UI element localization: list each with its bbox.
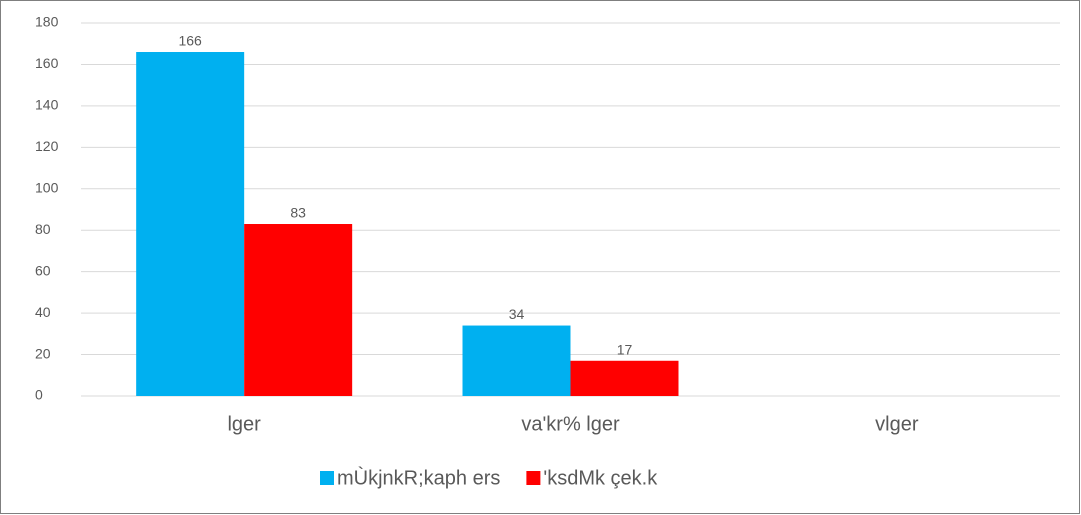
y-tick-label: 180 bbox=[35, 14, 59, 30]
y-tick-label: 140 bbox=[35, 97, 59, 113]
bar bbox=[462, 325, 571, 396]
data-label: 166 bbox=[178, 33, 202, 49]
legend-swatch bbox=[526, 471, 541, 485]
bar bbox=[244, 224, 353, 396]
x-tick-label: vlger bbox=[875, 413, 919, 435]
y-tick-label: 160 bbox=[35, 55, 59, 71]
y-tick-label: 0 bbox=[35, 387, 43, 403]
y-tick-label: 120 bbox=[35, 138, 59, 154]
y-tick-label: 100 bbox=[35, 179, 59, 195]
y-tick-label: 20 bbox=[35, 345, 51, 361]
data-label: 34 bbox=[509, 306, 525, 322]
x-tick-label: va'kr% lger bbox=[521, 413, 620, 435]
legend-label: 'ksdMk çek.k bbox=[543, 467, 658, 489]
legend-label: mÙkjnkR;kaph ers bbox=[337, 466, 500, 489]
y-tick-label: 80 bbox=[35, 221, 51, 237]
bar bbox=[570, 360, 679, 396]
y-tick-label: 40 bbox=[35, 304, 51, 320]
data-label: 17 bbox=[617, 341, 633, 357]
legend-swatch bbox=[320, 471, 334, 485]
bar bbox=[136, 52, 245, 397]
x-tick-label: lger bbox=[227, 413, 261, 435]
y-tick-label: 60 bbox=[35, 262, 51, 278]
data-label: 83 bbox=[290, 205, 306, 221]
